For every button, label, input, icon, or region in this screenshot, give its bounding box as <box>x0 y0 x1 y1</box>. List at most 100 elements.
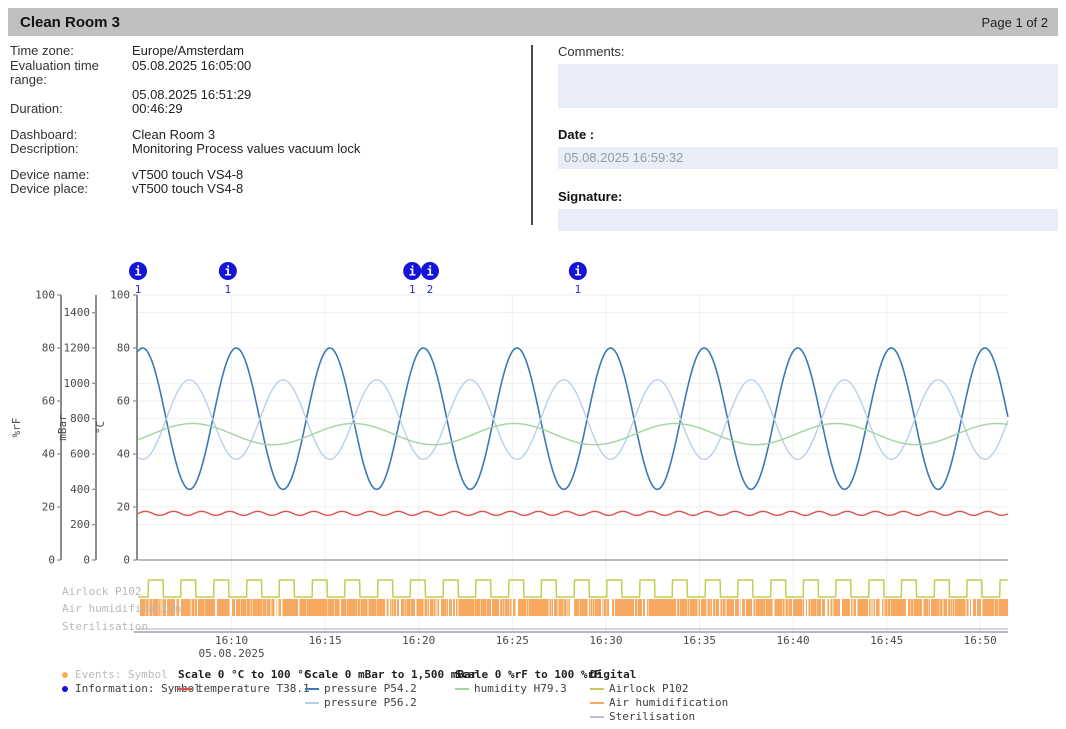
legend-item: Information: Symbol <box>62 682 201 696</box>
svg-text:%rF: %rF <box>10 418 23 438</box>
svg-text:0: 0 <box>123 554 130 567</box>
chart-legend: Events: Symbol Information: Symbol Scale 0… <box>0 666 1066 729</box>
info-icon <box>129 262 147 280</box>
legend-item-label: humidity H79.3 <box>474 682 567 695</box>
svg-text:100: 100 <box>110 289 130 302</box>
legend-item: pressure P54.2 <box>305 682 477 696</box>
metadata-row: Description: Monitoring Process values va… <box>10 141 520 157</box>
svg-text:60: 60 <box>117 395 130 408</box>
annotation-count: 1 <box>575 283 582 296</box>
legend-column: Scale 0 °C to 100 °C temperature T38.1 <box>178 668 310 696</box>
svg-text:600: 600 <box>70 448 90 461</box>
svg-text:80: 80 <box>117 342 130 355</box>
svg-text:100: 100 <box>35 289 55 302</box>
y-axis-c: 0 20 40 60 80 100 °C <box>94 289 138 567</box>
info-icon <box>420 262 439 280</box>
metadata-row: Time zone: Europe/Amsterdam <box>10 43 520 59</box>
legend-line-swatch <box>455 688 469 690</box>
legend-item-label: Information: Symbol <box>75 682 201 695</box>
series-humidity <box>137 422 1009 446</box>
legend-item-label: pressure P56.2 <box>324 696 417 709</box>
metadata-row: Evaluation time range: 05.08.2025 16:05:0… <box>10 57 520 88</box>
info-icon <box>568 262 587 280</box>
legend-line-swatch <box>305 688 319 690</box>
legend-column: Scale 0 %rF to 100 %rF humidity H79.3 <box>455 668 601 696</box>
legend-item: pressure P56.2 <box>305 696 477 710</box>
series-pressure <box>137 379 1009 461</box>
svg-text:20: 20 <box>117 501 130 514</box>
metadata-row: Dashboard: Clean Room 3 <box>10 127 520 143</box>
x-tick-label: 16:50 <box>964 634 997 647</box>
svg-text:40: 40 <box>117 448 130 461</box>
x-tick-label: 16:30 <box>589 634 622 647</box>
info-icon-glyph: i <box>574 265 581 279</box>
y-axis-rf: 0 20 40 60 80 100 %rF <box>10 289 62 567</box>
y-axis-mbar: 0 200 400 600 800 1000 1200 1400 mBar <box>56 295 97 567</box>
x-axis-date-label: 05.08.2025 <box>198 647 264 660</box>
x-tick-label: 16:40 <box>777 634 810 647</box>
x-tick-label: 16:10 <box>215 634 248 647</box>
info-annotation: i2 <box>420 262 439 296</box>
annotation-count: 1 <box>135 283 142 296</box>
comments-field[interactable] <box>558 64 1058 108</box>
digital-row-label: Air humidification <box>62 602 181 615</box>
report-titlebar: Clean Room 3 Page 1 of 2 <box>8 8 1058 36</box>
metadata-row: 05.08.2025 16:51:29 <box>10 87 520 103</box>
date-label: Date : <box>558 127 595 142</box>
info-icon <box>218 262 237 280</box>
legend-column: Events: Symbol Information: Symbol <box>62 668 201 696</box>
legend-item-label: pressure P54.2 <box>324 682 417 695</box>
legend-scale-header: Scale 0 %rF to 100 %rF <box>455 668 601 681</box>
legend-item: temperature T38.1 <box>178 682 310 696</box>
legend-item-label: Sterilisation <box>609 710 696 723</box>
legend-dot-icon <box>62 672 68 678</box>
legend-item-label: Air humidification <box>609 696 729 709</box>
legend-item-label: Events: Symbol <box>75 668 168 681</box>
metadata-panel: Time zone: Europe/Amsterdam Evaluation tim… <box>10 43 520 208</box>
legend-item-label: temperature T38.1 <box>197 682 310 695</box>
metadata-label <box>10 88 132 103</box>
legend-column: Digital Airlock P102 Air humidification Ste… <box>590 668 728 724</box>
svg-text:1400: 1400 <box>64 306 91 319</box>
info-annotation: i1 <box>403 262 422 296</box>
metadata-row: Device name: vT500 touch VS4-8 <box>10 166 520 183</box>
svg-text:80: 80 <box>42 342 55 355</box>
digital-row-air-humidification <box>138 599 1008 616</box>
metadata-group: Time zone: Europe/Amsterdam Evaluation tim… <box>10 43 520 117</box>
info-icon-glyph: i <box>224 265 231 279</box>
svg-text:1200: 1200 <box>64 342 91 355</box>
date-field[interactable]: 05.08.2025 16:59:32 <box>558 147 1058 169</box>
info-icon-glyph: i <box>409 265 416 279</box>
comments-label: Comments: <box>558 44 625 59</box>
metadata-row: Duration: 00:46:29 <box>10 101 520 117</box>
legend-item-label: Airlock P102 <box>609 682 689 695</box>
legend-line-swatch <box>178 688 192 690</box>
series-pressure <box>137 347 1009 491</box>
x-tick-label: 16:25 <box>496 634 529 647</box>
legend-item: Sterilisation <box>590 710 728 724</box>
x-tick-label: 16:35 <box>683 634 716 647</box>
legend-item: humidity H79.3 <box>455 682 601 696</box>
x-tick-label: 16:20 <box>402 634 435 647</box>
svg-text:400: 400 <box>70 483 90 496</box>
legend-scale-header: Digital <box>590 668 637 681</box>
metadata-value: 05.08.2025 16:05:00 <box>132 57 252 73</box>
svg-text:20: 20 <box>42 501 55 514</box>
metadata-value: 00:46:29 <box>132 101 183 116</box>
annotation-count: 1 <box>409 283 416 296</box>
digital-row-airlock <box>138 579 1008 598</box>
svg-text:mBar: mBar <box>56 414 69 441</box>
metadata-value: vT500 touch VS4-8 <box>132 181 244 196</box>
metadata-group: Dashboard: Clean Room 3 Description: Monito… <box>10 127 520 157</box>
svg-text:800: 800 <box>70 412 90 425</box>
chart: 0 20 40 60 80 100 %rF 0 200 400 600 800 1000 1200 1400… <box>0 255 1066 667</box>
info-icon-glyph: i <box>134 265 141 279</box>
legend-line-swatch <box>305 702 319 704</box>
svg-text:°C: °C <box>94 421 107 434</box>
signature-field[interactable] <box>558 209 1058 231</box>
svg-text:40: 40 <box>42 448 55 461</box>
legend-column: Scale 0 mBar to 1,500 mBar pressure P54.2… <box>305 668 477 710</box>
metadata-label: Description: <box>10 141 79 156</box>
metadata-label: Device name: <box>10 166 90 182</box>
